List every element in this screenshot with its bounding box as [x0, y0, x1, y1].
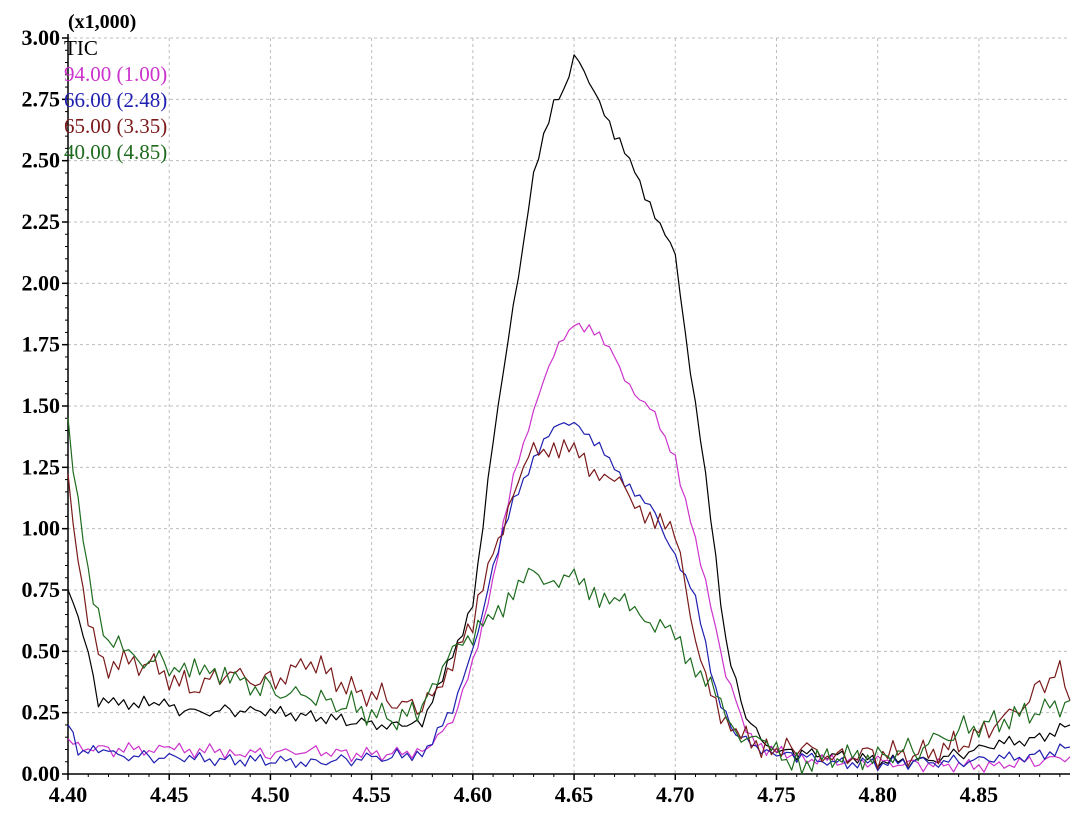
- y-tick-label: 0.25: [22, 700, 61, 725]
- series-line: [67, 54, 1071, 770]
- y-tick-label: 2.00: [22, 270, 61, 295]
- x-tick-label: 4.40: [49, 782, 88, 807]
- legend-entry: 94.00 (1.00): [64, 62, 167, 86]
- y-tick-label: 2.25: [22, 209, 61, 234]
- x-tick-label: 4.80: [858, 782, 897, 807]
- series-line: [67, 417, 1071, 775]
- y-tick-label: 0.50: [22, 638, 61, 663]
- x-tick-label: 4.50: [251, 782, 290, 807]
- y-tick-label: 3.00: [22, 25, 61, 50]
- grid-lines: [68, 37, 1070, 774]
- y-tick-label: 1.75: [22, 332, 61, 357]
- y-tick-label: 1.00: [22, 516, 61, 541]
- x-tick-label: 4.65: [555, 782, 594, 807]
- scale-label: (x1,000): [68, 11, 136, 33]
- legend-entry: 66.00 (2.48): [64, 88, 167, 112]
- y-tick-label: 2.50: [22, 148, 61, 173]
- series-line: [67, 421, 1071, 772]
- x-tick-label: 4.70: [656, 782, 695, 807]
- series-lines: [67, 54, 1071, 775]
- x-tick-label: 4.45: [150, 782, 189, 807]
- legend-entry: TIC: [64, 36, 98, 60]
- tick-labels: 4.40 4.45 4.50 4.55 4.60 4.65 4.70 4.75 4.80 4.85…: [22, 25, 999, 807]
- legend-entry: 65.00 (3.35): [64, 114, 167, 138]
- x-tick-label: 4.55: [352, 782, 391, 807]
- legend-entry: 40.00 (4.85): [64, 140, 167, 164]
- axes: [62, 34, 1070, 780]
- y-tick-label: 2.75: [22, 86, 61, 111]
- y-tick-label: 0.00: [22, 761, 61, 786]
- y-tick-label: 1.25: [22, 454, 61, 479]
- series-line: [67, 322, 1071, 773]
- y-tick-label: 0.75: [22, 577, 61, 602]
- x-tick-label: 4.85: [960, 782, 999, 807]
- x-tick-label: 4.75: [757, 782, 796, 807]
- x-tick-label: 4.60: [454, 782, 493, 807]
- y-tick-label: 1.50: [22, 393, 61, 418]
